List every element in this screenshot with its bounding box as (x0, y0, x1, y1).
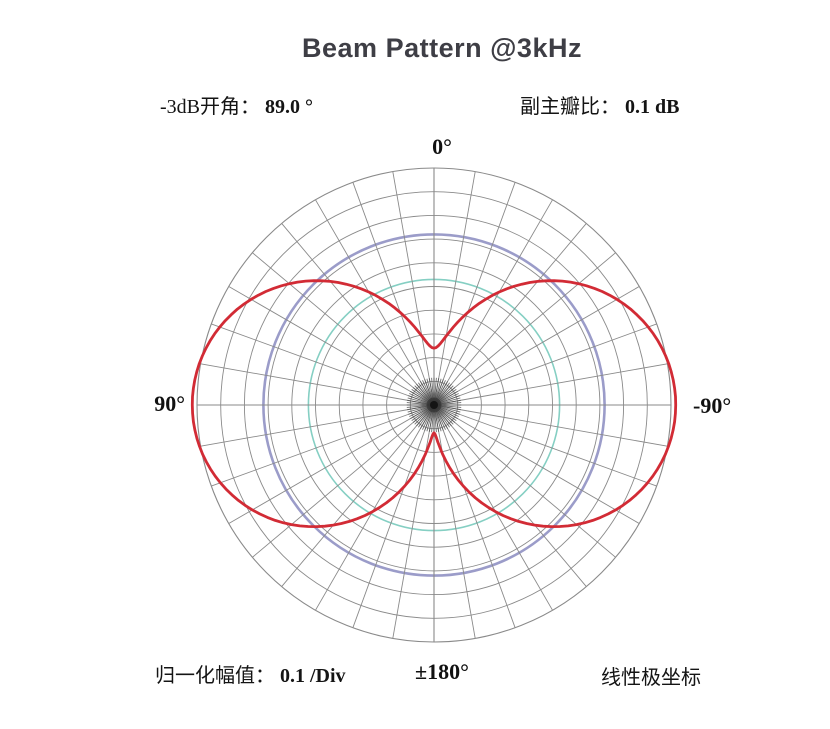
grid-spoke (434, 182, 516, 403)
grid-spoke (315, 407, 433, 611)
grid-spoke (252, 252, 433, 404)
grid-spoke (435, 406, 616, 558)
grid-spoke (436, 363, 668, 405)
angle-tick-minus90: -90° (693, 393, 732, 418)
beamwidth-label: -3dB开角： (160, 96, 260, 118)
grid-spoke (228, 286, 432, 404)
grid-spoke (435, 223, 587, 404)
grid-spoke (436, 405, 657, 487)
grid-spoke (435, 199, 553, 403)
grid-spoke (436, 406, 640, 524)
lobe-ratio-label: 副主瓣比： (520, 96, 620, 118)
angle-tick-0: 0° (432, 134, 452, 159)
grid-spoke (434, 407, 476, 639)
grid-spoke (211, 405, 432, 487)
coordinate-type-label: 线性极坐标 (601, 667, 701, 689)
grid-spoke (434, 171, 476, 403)
grid-spoke (252, 406, 433, 558)
beamwidth-value: 89.0 ° (265, 96, 313, 118)
grid-spoke (434, 407, 516, 628)
grid-spoke (436, 323, 657, 405)
grid-spoke (352, 407, 434, 628)
grid-spoke (436, 286, 640, 404)
lobe-ratio-stat: 副主瓣比： 0.1 dB (520, 90, 679, 119)
grid-spoke (315, 199, 433, 403)
grid-spoke (281, 223, 433, 404)
grid-spoke (211, 323, 432, 405)
grid-spoke (435, 252, 616, 404)
center-dot (430, 401, 438, 409)
grid-spoke (436, 405, 668, 447)
amplitude-div-note: 归一化幅值： 0.1 /Div (155, 659, 346, 688)
amplitude-div-value: 0.1 /Div (280, 665, 346, 687)
grid-spoke (281, 406, 433, 587)
center-fan-spoke (433, 377, 437, 406)
grid-spoke (392, 171, 434, 403)
grid-spoke (228, 406, 432, 524)
angle-tick-180: ±180° (415, 659, 469, 684)
grid-spoke (435, 407, 553, 611)
grid-spoke (200, 405, 432, 447)
chart-title: Beam Pattern @3kHz (302, 33, 582, 63)
beamwidth-stat: -3dB开角： 89.0 ° (160, 90, 313, 119)
amplitude-div-label: 归一化幅值： (155, 665, 275, 687)
beam-pattern-curve (190, 279, 678, 528)
lobe-ratio-value: 0.1 dB (625, 96, 680, 118)
angle-tick-90: 90° (154, 391, 185, 416)
grid-spoke (435, 406, 587, 587)
grid-spoke (392, 407, 434, 639)
grid-spoke (200, 363, 432, 405)
grid-spoke (352, 182, 434, 403)
